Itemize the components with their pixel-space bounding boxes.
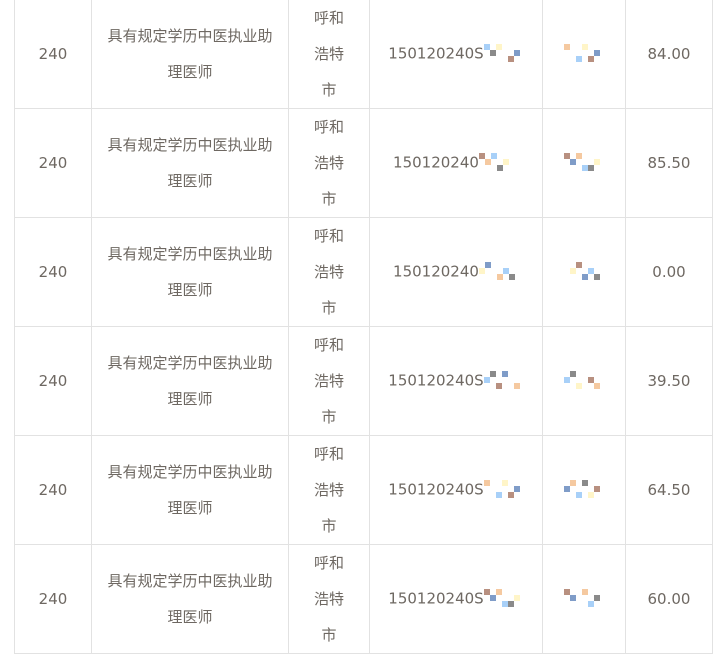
score-cell-text: 64.50 [647,481,691,499]
redacted-mosaic [478,153,519,173]
score-cell-text: 85.50 [647,154,691,172]
redacted-mosaic [564,153,604,173]
code-cell-text: 240 [38,481,68,499]
table-row: 240 具有规定学历中医执业助理医师 呼和浩特市 150120240S 84.00 [14,0,713,109]
name-cell [542,0,626,109]
score-cell: 85.50 [625,108,713,218]
city-cell: 呼和浩特市 [288,544,370,654]
code-cell-text: 240 [38,45,68,63]
name-cell [542,326,626,436]
city-cell-text: 呼和浩特市 [313,336,344,426]
position-cell: 具有规定学历中医执业助理医师 [91,217,289,327]
city-cell-text: 呼和浩特市 [313,118,344,208]
id-cell: 150120240 [369,108,543,218]
city-cell: 呼和浩特市 [288,108,370,218]
code-cell-text: 240 [38,154,68,172]
score-cell: 64.50 [625,435,713,545]
score-cell: 84.00 [625,0,713,109]
redacted-mosaic [564,480,604,500]
code-cell-text: 240 [38,263,68,281]
id-cell: 150120240S [369,0,543,109]
redacted-mosaic [564,44,604,64]
redacted-mosaic [483,44,524,64]
table-row: 240 具有规定学历中医执业助理医师 呼和浩特市 150120240S 39.50 [14,326,713,436]
code-cell: 240 [14,544,92,654]
redacted-mosaic [483,589,524,609]
code-cell: 240 [14,435,92,545]
position-cell-text: 具有规定学历中医执业助理医师 [107,136,273,190]
redacted-mosaic [483,480,524,500]
position-cell: 具有规定学历中医执业助理医师 [91,108,289,218]
name-cell [542,217,626,327]
name-cell [542,435,626,545]
city-cell-text: 呼和浩特市 [313,445,344,535]
code-cell-text: 240 [38,372,68,390]
city-cell-text: 呼和浩特市 [313,9,344,99]
position-cell-text: 具有规定学历中医执业助理医师 [107,354,273,408]
table-row: 240 具有规定学历中医执业助理医师 呼和浩特市 150120240 0.00 [14,217,713,327]
city-cell: 呼和浩特市 [288,435,370,545]
city-cell: 呼和浩特市 [288,0,370,109]
position-cell: 具有规定学历中医执业助理医师 [91,544,289,654]
redacted-mosaic [564,589,604,609]
redacted-mosaic [564,371,604,391]
id-cell-text: 150120240S [388,589,484,608]
id-cell-text: 150120240 [393,153,479,172]
code-cell: 240 [14,0,92,109]
position-cell-text: 具有规定学历中医执业助理医师 [107,463,273,517]
table-row: 240 具有规定学历中医执业助理医师 呼和浩特市 150120240S 60.00 [14,544,713,654]
score-cell-text: 0.00 [652,263,686,281]
id-cell: 150120240S [369,544,543,654]
id-cell: 150120240S [369,326,543,436]
position-cell: 具有规定学历中医执业助理医师 [91,435,289,545]
position-cell-text: 具有规定学历中医执业助理医师 [107,245,273,299]
city-cell: 呼和浩特市 [288,217,370,327]
id-cell: 150120240 [369,217,543,327]
city-cell-text: 呼和浩特市 [313,554,344,644]
score-cell: 0.00 [625,217,713,327]
score-cell-text: 39.50 [647,372,691,390]
name-cell [542,544,626,654]
city-cell: 呼和浩特市 [288,326,370,436]
code-cell: 240 [14,326,92,436]
id-cell-text: 150120240S [388,480,484,499]
redacted-mosaic [483,371,524,391]
code-cell-text: 240 [38,590,68,608]
city-cell-text: 呼和浩特市 [313,227,344,317]
table-row: 240 具有规定学历中医执业助理医师 呼和浩特市 150120240 85.50 [14,108,713,218]
score-cell: 39.50 [625,326,713,436]
score-cell: 60.00 [625,544,713,654]
position-cell-text: 具有规定学历中医执业助理医师 [107,27,273,81]
results-table: 240 具有规定学历中医执业助理医师 呼和浩特市 150120240S 84.00 240… [14,0,713,654]
code-cell: 240 [14,108,92,218]
id-cell-text: 150120240S [388,371,484,390]
redacted-mosaic [478,262,519,282]
id-cell: 150120240S [369,435,543,545]
position-cell-text: 具有规定学历中医执业助理医师 [107,572,273,626]
redacted-mosaic [564,262,604,282]
code-cell: 240 [14,217,92,327]
table-row: 240 具有规定学历中医执业助理医师 呼和浩特市 150120240S 64.50 [14,435,713,545]
id-cell-text: 150120240S [388,44,484,63]
position-cell: 具有规定学历中医执业助理医师 [91,0,289,109]
position-cell: 具有规定学历中医执业助理医师 [91,326,289,436]
name-cell [542,108,626,218]
id-cell-text: 150120240 [393,262,479,281]
score-cell-text: 60.00 [647,590,691,608]
score-cell-text: 84.00 [647,45,691,63]
